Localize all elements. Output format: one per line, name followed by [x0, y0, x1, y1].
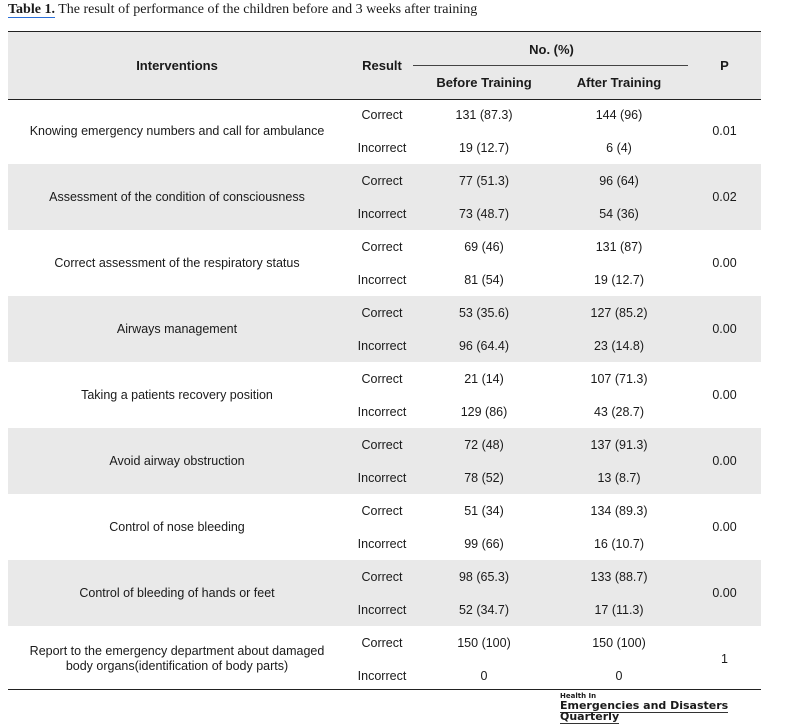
after-incorrect-cell: 6 (4) [606, 141, 632, 155]
journal-logo-line1: Health In [560, 692, 597, 700]
before-incorrect-cell: 52 (34.7) [458, 603, 510, 617]
intervention-cell: Knowing emergency numbers and call for a… [29, 124, 325, 138]
table-row: Airways management Correct 53 (35.6) 127 (8… [8, 296, 761, 362]
before-correct-cell: 77 (51.3) [458, 174, 510, 188]
before-correct-cell: 69 (46) [464, 240, 504, 254]
result-incorrect-cell: Incorrect [357, 339, 407, 353]
result-incorrect-cell: Incorrect [357, 273, 407, 287]
table-label: Table 1. [8, 2, 55, 18]
header-group: No. (%) [529, 42, 574, 57]
result-incorrect-cell: Incorrect [357, 603, 407, 617]
after-correct-cell: 137 (91.3) [590, 438, 648, 452]
result-incorrect-cell: Incorrect [357, 471, 407, 485]
after-correct-cell: 150 (100) [592, 636, 646, 650]
intervention-cell: Taking a patients recovery position [81, 388, 273, 402]
table-row: Control of bleeding of hands or feet Corr… [8, 560, 761, 626]
p-value-cell: 0.00 [712, 256, 737, 270]
result-correct-cell: Correct [361, 636, 403, 650]
before-incorrect-cell: 96 (64.4) [458, 339, 510, 353]
intervention-cell: Correct assessment of the respiratory st… [54, 256, 300, 270]
header-after: After Training [576, 75, 662, 90]
p-value-cell: 0.01 [712, 124, 737, 138]
before-incorrect-cell: 78 (52) [464, 471, 504, 485]
result-correct-cell: Correct [361, 108, 403, 122]
p-value-cell: 0.00 [712, 454, 737, 468]
table-title: The result of performance of the childre… [58, 2, 478, 17]
after-incorrect-cell: 43 (28.7) [593, 405, 645, 419]
before-correct-cell: 150 (100) [457, 636, 511, 650]
table-row: Correct assessment of the respiratory st… [8, 230, 761, 296]
after-incorrect-cell: 13 (8.7) [597, 471, 641, 485]
after-correct-cell: 134 (89.3) [590, 504, 648, 518]
before-correct-cell: 72 (48) [464, 438, 504, 452]
header-interventions: Interventions [136, 58, 218, 73]
before-correct-cell: 53 (35.6) [458, 306, 510, 320]
before-incorrect-cell: 0 [480, 669, 488, 683]
result-incorrect-cell: Incorrect [357, 207, 407, 221]
result-correct-cell: Correct [361, 372, 403, 386]
before-incorrect-cell: 81 (54) [464, 273, 504, 287]
journal-logo-line2: Emergencies and Disasters Quarterly [560, 699, 729, 724]
intervention-cell: Assessment of the condition of conscious… [49, 190, 305, 204]
before-incorrect-cell: 73 (48.7) [458, 207, 510, 221]
header-before: Before Training [436, 75, 532, 90]
before-incorrect-cell: 129 (86) [460, 405, 508, 419]
table-row: Report to the emergency department about… [8, 626, 761, 692]
result-correct-cell: Correct [361, 438, 403, 452]
result-correct-cell: Correct [361, 570, 403, 584]
result-correct-cell: Correct [361, 240, 403, 254]
before-correct-cell: 21 (14) [464, 372, 504, 386]
after-incorrect-cell: 16 (10.7) [593, 537, 645, 551]
table-caption: Table 1. The result of performance of th… [8, 2, 477, 18]
before-correct-cell: 131 (87.3) [455, 108, 513, 122]
after-correct-cell: 107 (71.3) [590, 372, 648, 386]
p-value-cell: 1 [721, 652, 728, 666]
after-incorrect-cell: 54 (36) [599, 207, 639, 221]
after-correct-cell: 144 (96) [595, 108, 643, 122]
result-correct-cell: Correct [361, 174, 403, 188]
result-incorrect-cell: Incorrect [357, 537, 407, 551]
p-value-cell: 0.00 [712, 322, 737, 336]
after-incorrect-cell: 17 (11.3) [594, 603, 644, 617]
after-incorrect-cell: 0 [615, 669, 623, 683]
before-correct-cell: 51 (34) [464, 504, 504, 518]
after-incorrect-cell: 23 (14.8) [593, 339, 645, 353]
after-correct-cell: 127 (85.2) [590, 306, 648, 320]
p-value-cell: 0.02 [712, 190, 737, 204]
results-table: Interventions Result No. (%) Before Trai… [8, 31, 761, 692]
header-result: Result [362, 58, 402, 73]
result-incorrect-cell: Incorrect [357, 405, 407, 419]
after-correct-cell: 131 (87) [595, 240, 643, 254]
table-header: Interventions Result No. (%) Before Trai… [8, 31, 761, 100]
table-row: Assessment of the condition of conscious… [8, 164, 761, 230]
table-row: Taking a patients recovery position Corre… [8, 362, 761, 428]
p-value-cell: 0.00 [712, 520, 737, 534]
header-group-divider [413, 65, 688, 66]
p-value-cell: 0.00 [712, 586, 737, 600]
journal-logo: Health In Emergencies and Disasters Quar… [560, 692, 786, 724]
table-row: Control of nose bleeding Correct 51 (34) 13… [8, 494, 761, 560]
intervention-cell: Report to the emergency department about… [29, 644, 325, 673]
after-incorrect-cell: 19 (12.7) [593, 273, 645, 287]
after-correct-cell: 133 (88.7) [590, 570, 648, 584]
table-bottom-rule [8, 689, 761, 690]
intervention-cell: Control of nose bleeding [109, 520, 245, 534]
intervention-cell: Avoid airway obstruction [109, 454, 245, 468]
intervention-cell: Airways management [116, 322, 238, 336]
result-incorrect-cell: Incorrect [357, 669, 407, 683]
intervention-cell: Control of bleeding of hands or feet [79, 586, 275, 600]
before-correct-cell: 98 (65.3) [458, 570, 510, 584]
table-row: Knowing emergency numbers and call for a… [8, 98, 761, 164]
result-correct-cell: Correct [361, 306, 403, 320]
table-row: Avoid airway obstruction Correct 72 (48) 13… [8, 428, 761, 494]
p-value-cell: 0.00 [712, 388, 737, 402]
after-correct-cell: 96 (64) [599, 174, 639, 188]
before-incorrect-cell: 99 (66) [464, 537, 504, 551]
result-incorrect-cell: Incorrect [357, 141, 407, 155]
result-correct-cell: Correct [361, 504, 403, 518]
before-incorrect-cell: 19 (12.7) [458, 141, 510, 155]
header-p: P [720, 58, 729, 73]
